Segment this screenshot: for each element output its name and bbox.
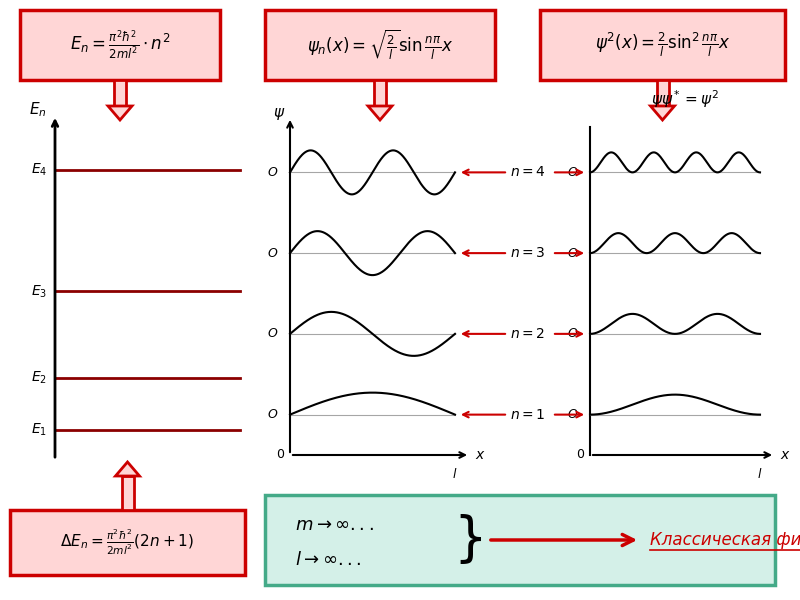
Text: $x$: $x$ xyxy=(780,448,790,462)
Text: $O$: $O$ xyxy=(266,408,278,421)
Text: $\psi_n(x)=\sqrt{\frac{2}{l}}\sin\frac{n\pi}{l}x$: $\psi_n(x)=\sqrt{\frac{2}{l}}\sin\frac{n… xyxy=(307,28,453,62)
Text: $n = 4$: $n = 4$ xyxy=(510,166,546,179)
Text: $E_n$: $E_n$ xyxy=(30,101,47,119)
Polygon shape xyxy=(368,106,392,120)
FancyBboxPatch shape xyxy=(540,10,785,80)
Polygon shape xyxy=(122,476,134,510)
Polygon shape xyxy=(114,80,126,106)
Text: $O$: $O$ xyxy=(266,166,278,179)
Text: $0$: $0$ xyxy=(576,449,585,461)
Text: $0$: $0$ xyxy=(276,449,285,461)
Text: $\psi$: $\psi$ xyxy=(273,106,285,122)
Text: $O$: $O$ xyxy=(566,408,578,421)
Text: $E_2$: $E_2$ xyxy=(31,370,47,386)
FancyBboxPatch shape xyxy=(265,495,775,585)
Text: $n = 2$: $n = 2$ xyxy=(510,327,546,341)
FancyBboxPatch shape xyxy=(10,510,245,575)
Text: $m \to \infty...$: $m \to \infty...$ xyxy=(295,515,374,534)
Text: $E_3$: $E_3$ xyxy=(31,283,47,299)
Polygon shape xyxy=(374,80,386,106)
Text: $l \to \infty...$: $l \to \infty...$ xyxy=(295,551,362,569)
Text: $E_1$: $E_1$ xyxy=(31,422,47,438)
Text: $O$: $O$ xyxy=(566,247,578,260)
Text: }: } xyxy=(453,514,487,566)
Text: $O$: $O$ xyxy=(266,247,278,260)
Text: $E_4$: $E_4$ xyxy=(30,162,47,178)
Polygon shape xyxy=(115,462,139,476)
Text: $n = 3$: $n = 3$ xyxy=(510,246,546,260)
Text: $\psi\psi^* = \psi^2$: $\psi\psi^* = \psi^2$ xyxy=(651,88,719,110)
Text: $\Delta E_n=\frac{\pi^2\hbar^2}{2ml^2}(2n+1)$: $\Delta E_n=\frac{\pi^2\hbar^2}{2ml^2}(2… xyxy=(61,528,194,557)
Text: Классическая физика: Классическая физика xyxy=(650,531,800,549)
Text: $O$: $O$ xyxy=(566,328,578,340)
Text: $l$: $l$ xyxy=(758,467,762,481)
FancyBboxPatch shape xyxy=(265,10,495,80)
Polygon shape xyxy=(650,106,674,120)
Text: $l$: $l$ xyxy=(452,467,458,481)
Polygon shape xyxy=(657,80,669,106)
Text: $E_n=\frac{\pi^2\hbar^2}{2ml^2}\cdot n^2$: $E_n=\frac{\pi^2\hbar^2}{2ml^2}\cdot n^2… xyxy=(70,28,170,62)
Text: $n = 1$: $n = 1$ xyxy=(510,407,546,422)
Text: $x$: $x$ xyxy=(475,448,486,462)
Text: $O$: $O$ xyxy=(566,166,578,179)
Polygon shape xyxy=(108,106,132,120)
Text: $\psi^2(x)=\frac{2}{l}\sin^2\frac{n\pi}{l}x$: $\psi^2(x)=\frac{2}{l}\sin^2\frac{n\pi}{… xyxy=(594,31,730,59)
FancyBboxPatch shape xyxy=(20,10,220,80)
Text: $O$: $O$ xyxy=(266,328,278,340)
